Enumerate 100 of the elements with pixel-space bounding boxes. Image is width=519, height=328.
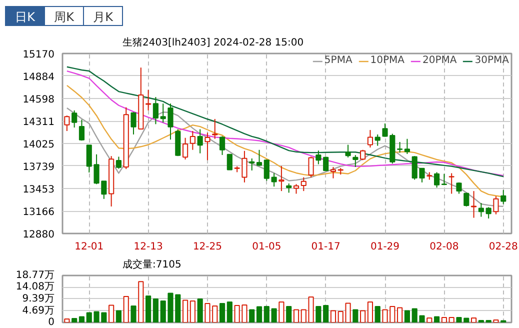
bar	[271, 308, 277, 322]
candlestick	[464, 192, 470, 207]
legend-label: 30PMA	[474, 55, 509, 66]
x-tick-label: 01-05	[252, 242, 282, 252]
legend-label: 5PMA	[324, 55, 352, 66]
bar	[426, 317, 432, 322]
candlestick	[308, 156, 314, 178]
candlestick	[78, 119, 85, 142]
text: 日K	[5, 6, 45, 26]
candlestick	[486, 206, 492, 219]
bar	[226, 301, 232, 322]
candlestick	[470, 190, 477, 218]
bar	[441, 316, 447, 322]
bar	[116, 310, 122, 322]
legend-label: 20PMA	[422, 55, 457, 66]
candlestick	[190, 130, 196, 150]
bar	[352, 309, 358, 322]
bar	[360, 310, 366, 322]
candlestick	[182, 137, 188, 160]
y-tick-label: 0	[48, 317, 55, 328]
x-tick-label: 12-25	[192, 242, 222, 252]
x-tick-label: 02-28	[488, 242, 518, 252]
candlestick	[478, 202, 484, 218]
y-tick-label: 15170	[22, 50, 54, 60]
y-tick-label: 4.69万	[22, 305, 54, 316]
bar	[197, 298, 203, 322]
y-tick-label: 13453	[22, 184, 54, 196]
bar	[404, 310, 410, 322]
bar	[123, 296, 129, 322]
x-tick-label: 12-01	[74, 242, 104, 252]
bar	[470, 317, 477, 322]
candlestick	[345, 144, 351, 158]
bar	[367, 301, 374, 322]
candlestick	[330, 166, 336, 179]
candlestick	[493, 196, 499, 215]
candlestick	[286, 182, 292, 194]
candlestick	[64, 115, 70, 132]
candlestick	[146, 89, 152, 111]
bar	[190, 300, 196, 322]
y-tick-label: 14598	[22, 94, 54, 106]
candlestick	[271, 172, 277, 188]
candlestick	[367, 129, 374, 148]
bar	[138, 281, 144, 322]
candlestick	[374, 134, 380, 146]
bar	[256, 306, 262, 322]
candlestick	[300, 176, 306, 192]
candlestick	[204, 132, 210, 161]
candlestick	[293, 184, 300, 194]
candlestick	[434, 172, 440, 188]
candlestick	[249, 158, 255, 171]
y-tick-label: 13166	[22, 207, 54, 218]
candlestick	[316, 150, 322, 165]
candlestick	[256, 149, 262, 166]
bar	[64, 318, 70, 322]
candlestick	[360, 149, 366, 161]
bar	[316, 306, 322, 322]
candlestick	[264, 158, 270, 182]
chart-title: 生猪2403[lh2403] 2024-02-28 15:00	[122, 36, 304, 48]
legend-label: 10PMA	[370, 55, 405, 66]
candlestick	[152, 96, 158, 125]
candlestick	[448, 172, 454, 194]
bar	[293, 309, 300, 322]
bar	[493, 319, 499, 322]
text: 月K	[83, 6, 123, 26]
candlestick	[278, 165, 284, 192]
bar	[478, 320, 484, 322]
bar	[374, 306, 380, 322]
y-tick-label: 14311	[22, 117, 54, 128]
candlestick	[212, 118, 218, 140]
candlestick	[72, 110, 78, 128]
x-tick-label: 01-17	[311, 242, 340, 252]
candlestick	[219, 136, 226, 156]
x-tick-label: 01-29	[370, 242, 400, 252]
y-tick-label: 14025	[22, 140, 54, 150]
y-tick-label: 12880	[22, 230, 54, 240]
bar	[286, 306, 292, 322]
bar	[146, 295, 152, 322]
text: 周K	[44, 6, 84, 26]
candlestick	[397, 142, 403, 154]
y-tick-label: 14.08万	[16, 282, 55, 293]
bar	[108, 304, 114, 322]
x-tick-label: 12-13	[134, 242, 163, 252]
bar	[264, 306, 270, 322]
bar	[434, 316, 440, 322]
bar	[130, 305, 136, 322]
bar	[330, 310, 336, 322]
y-tick-label: 9.39万	[22, 293, 54, 304]
bar	[323, 304, 329, 322]
y-tick-label: 13739	[22, 162, 54, 173]
bar	[249, 309, 255, 322]
bar	[219, 302, 226, 322]
bar	[72, 318, 78, 322]
bar	[486, 320, 492, 322]
candlestick	[116, 156, 122, 170]
candlestick	[404, 138, 410, 154]
y-tick-label: 18.77万	[16, 270, 55, 281]
bar	[152, 298, 158, 322]
candlestick	[323, 156, 329, 172]
chart-title: 成交量:7105	[122, 258, 182, 270]
bar	[78, 316, 85, 322]
